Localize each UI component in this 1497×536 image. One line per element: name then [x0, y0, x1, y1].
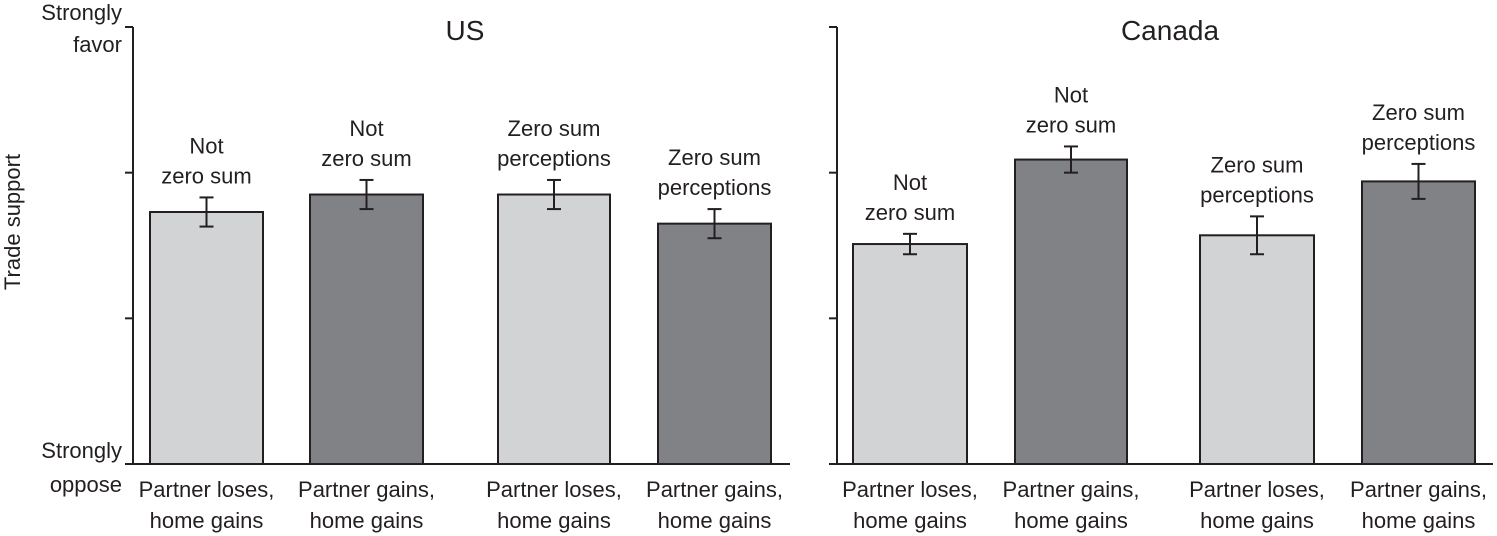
x-tick-label-line-2: home gains — [497, 508, 611, 533]
y-axis-title-group: Trade support — [0, 154, 25, 290]
x-tick-label-line-1: Partner loses, — [486, 477, 622, 502]
x-tick-label-line-2: home gains — [658, 508, 772, 533]
bar-label-line-2: perceptions — [1362, 130, 1476, 155]
bar — [852, 243, 968, 465]
bar-label-line-1: Not — [349, 116, 383, 141]
bar-label-line-1: Not — [1054, 82, 1088, 107]
bar-label-line-2: perceptions — [497, 146, 611, 171]
x-tick-label-line-2: home gains — [1200, 508, 1314, 533]
x-tick-label-line-2: home gains — [853, 508, 967, 533]
y-tick-bottom-line-2: oppose — [50, 472, 122, 497]
bar-label-line-2: perceptions — [1200, 182, 1314, 207]
bar-label-line-1: Zero sum — [508, 116, 601, 141]
panel-title: Canada — [1121, 15, 1220, 46]
bar-label-line-2: perceptions — [658, 175, 772, 200]
x-tick-label-line-2: home gains — [150, 508, 264, 533]
bar — [149, 210, 264, 465]
bar-label-line-2: zero sum — [321, 146, 411, 171]
y-tick-top-line-1: Strongly — [41, 0, 122, 25]
x-tick-label-line-1: Partner gains, — [298, 477, 435, 502]
bar-label-line-1: Not — [893, 170, 927, 195]
y-axis-title: Trade support — [0, 154, 25, 290]
bar — [497, 193, 611, 465]
panel-canada: Canada Not zero sum Partner loses, home gain… — [829, 15, 1493, 533]
bar-label-line-2: zero sum — [865, 200, 955, 225]
x-tick-label-line-1: Partner loses, — [1189, 477, 1325, 502]
bar-label-line-1: Zero sum — [1372, 100, 1465, 125]
x-tick-label-line-1: Partner gains, — [1003, 477, 1140, 502]
bar-label-line-1: Not — [189, 133, 223, 158]
x-tick-label-line-1: Partner loses, — [139, 477, 275, 502]
y-tick-top-line-2: favor — [73, 32, 122, 57]
x-tick-label-line-2: home gains — [1362, 508, 1476, 533]
bar — [1199, 234, 1315, 465]
panel-us: US Not zero sum Partner loses, home gains Not… — [125, 15, 790, 533]
bar-label-line-1: Zero sum — [1211, 152, 1304, 177]
bar-label-line-2: zero sum — [1026, 112, 1116, 137]
x-tick-label-line-1: Partner gains, — [1350, 477, 1487, 502]
bar-label-line-1: Zero sum — [668, 145, 761, 170]
bar — [1361, 180, 1476, 465]
y-tick-bottom-line-1: Strongly — [41, 438, 122, 463]
y-tick-top-label: Strongly favor — [41, 0, 122, 57]
bar — [309, 193, 424, 465]
y-tick-bottom-label: Strongly oppose — [41, 438, 122, 497]
bar — [1014, 158, 1128, 465]
x-tick-label-line-1: Partner gains, — [646, 477, 783, 502]
x-tick-label-line-1: Partner loses, — [842, 477, 978, 502]
x-tick-label-line-2: home gains — [310, 508, 424, 533]
bar-label-line-2: zero sum — [161, 163, 251, 188]
x-tick-label-line-2: home gains — [1014, 508, 1128, 533]
bar — [657, 222, 772, 465]
panel-title: US — [446, 15, 485, 46]
